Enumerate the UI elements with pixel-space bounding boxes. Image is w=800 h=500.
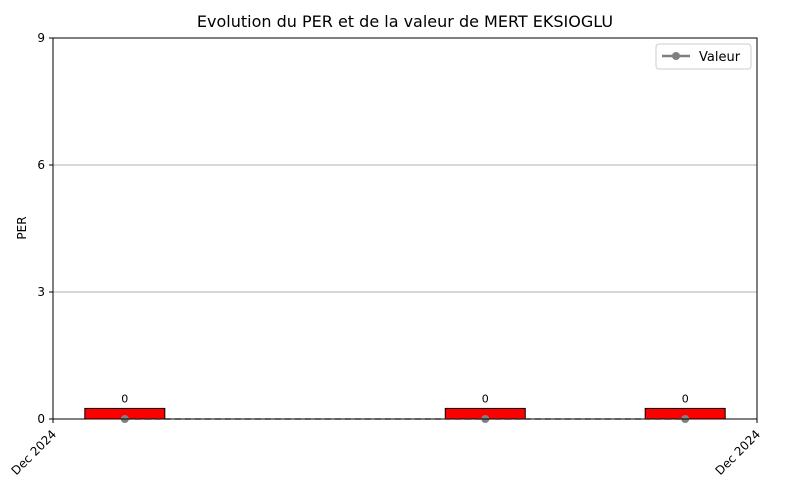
legend[interactable]: Valeur (655, 43, 752, 70)
bars (84, 407, 726, 420)
y-tick-label: 6 (37, 158, 45, 172)
grid-lines (53, 164, 757, 293)
legend-box (655, 43, 752, 70)
y-axis-label: PER (15, 216, 29, 239)
legend-point-marker (672, 52, 680, 60)
chart-title: Evolution du PER et de la valeur de MERT… (196, 12, 614, 31)
y-tick-label: 9 (37, 31, 45, 45)
x-axis: Dec 2024 Dec 2024 (9, 419, 764, 478)
y-tick-label: 3 (37, 285, 45, 299)
x-tick-label: Dec 2024 (713, 427, 764, 478)
legend-entry-valeur: Valeur (699, 50, 741, 65)
y-tick-label: 0 (37, 412, 45, 426)
y-axis: 0 3 6 9 (37, 31, 53, 426)
axes-frame (52, 37, 758, 420)
bar-value-label: 0 (121, 392, 128, 405)
bar-labels: 0 0 0 (121, 392, 688, 405)
bar-value-label: 0 (482, 392, 489, 405)
bar-value-label: 0 (682, 392, 689, 405)
x-tick-label: Dec 2024 (9, 427, 60, 478)
